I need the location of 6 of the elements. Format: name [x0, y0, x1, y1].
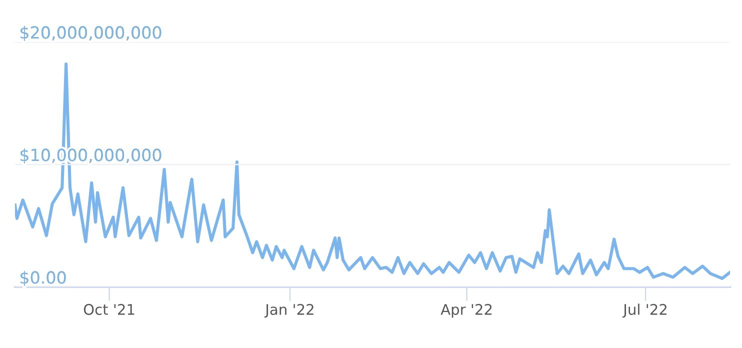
x-tick-label: Oct '21: [84, 304, 134, 315]
x-tick-label: Jul '22: [622, 304, 666, 318]
x-tick-label: Apr '22: [440, 304, 492, 318]
y-tick-label: $20,000,000,000: [20, 26, 162, 41]
y-tick-label: $0.00: [20, 270, 66, 286]
x-tick-label: Jan '22: [264, 304, 314, 318]
